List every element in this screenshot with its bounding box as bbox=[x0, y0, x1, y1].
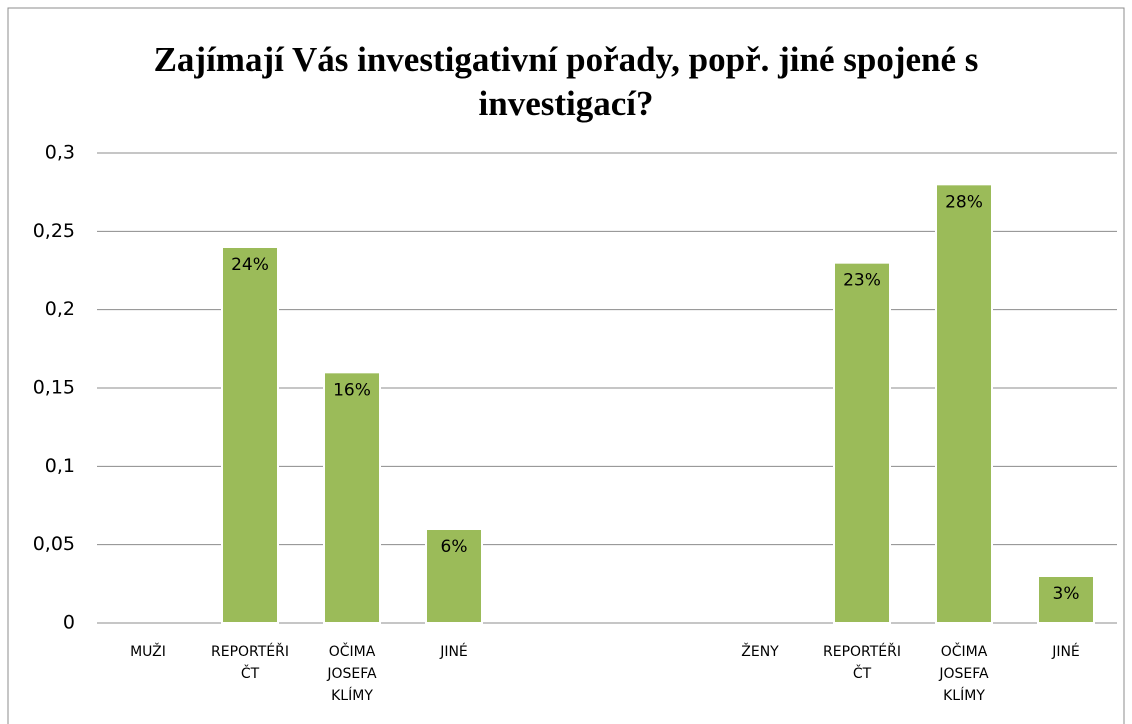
y-tick-label: 0 bbox=[63, 612, 75, 634]
bar bbox=[221, 246, 279, 624]
y-tick-label: 0,15 bbox=[33, 377, 75, 399]
value-label: 6% bbox=[441, 537, 468, 557]
x-tick-label: JINÉ bbox=[439, 643, 468, 660]
x-tick-label: REPORTÉŘI ČT bbox=[211, 643, 289, 682]
chart-border bbox=[7, 7, 1125, 724]
value-label: 28% bbox=[945, 192, 983, 212]
y-tick-label: 0,25 bbox=[33, 220, 75, 242]
y-tick-label: 0,05 bbox=[33, 533, 75, 555]
value-label: 24% bbox=[231, 255, 269, 275]
chart-title: Zajímají Vás investigativní pořady, popř… bbox=[153, 40, 979, 123]
y-tick-label: 0,1 bbox=[45, 455, 75, 477]
y-tick-label: 0,3 bbox=[45, 142, 75, 164]
y-tick-label: 0,2 bbox=[45, 298, 75, 320]
x-tick-label: REPORTÉŘI ČT bbox=[823, 643, 901, 682]
x-tick-label: JINÉ bbox=[1051, 643, 1080, 660]
x-tick-label: OČIMA JOSEFA KLÍMY bbox=[326, 642, 377, 704]
bar bbox=[833, 261, 891, 624]
x-tick-label: ŽENY bbox=[741, 642, 779, 660]
value-label: 16% bbox=[333, 380, 371, 400]
bar bbox=[425, 528, 483, 624]
value-label: 23% bbox=[843, 271, 881, 291]
value-label: 3% bbox=[1053, 584, 1080, 604]
x-tick-label: MUŽI bbox=[130, 642, 166, 660]
bar bbox=[935, 183, 993, 624]
x-tick-label: OČIMA JOSEFA KLÍMY bbox=[938, 642, 989, 704]
bar bbox=[1037, 575, 1095, 624]
bar bbox=[323, 371, 381, 625]
